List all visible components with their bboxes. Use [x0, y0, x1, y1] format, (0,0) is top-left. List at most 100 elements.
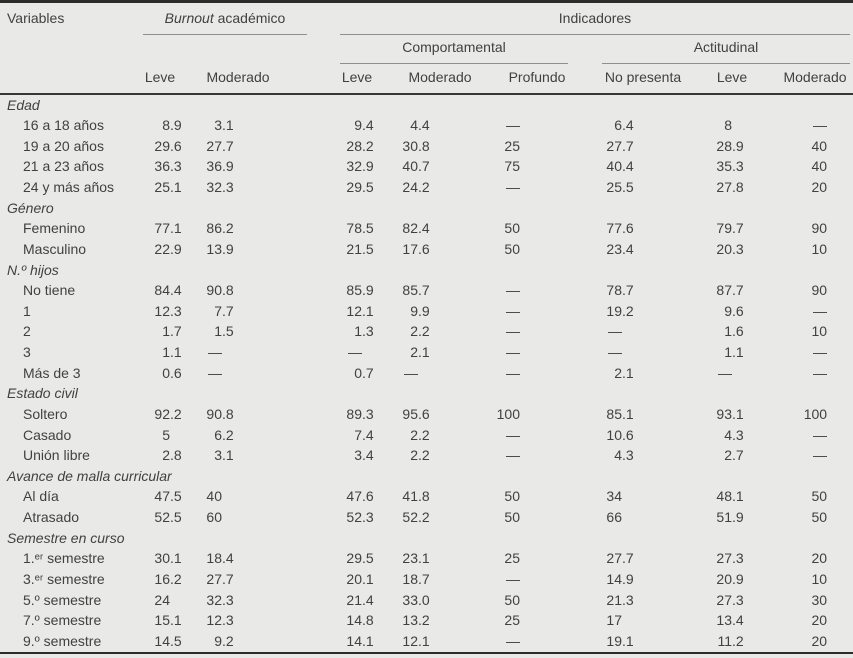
value-cell: 17: [606, 612, 622, 629]
value-cell: 0.7: [354, 364, 374, 381]
value-cell: —: [813, 302, 828, 319]
table-row: Masculino 22.9 13.9 21.5 17.6 50 23.4 20.3 10: [0, 239, 853, 260]
value-cell: —: [506, 447, 520, 464]
value-cell: 1.6: [724, 323, 744, 340]
value-cell: 20: [811, 612, 828, 629]
section-label: Género: [7, 199, 54, 216]
value-cell: 27.3: [716, 591, 744, 608]
comportamental-underline: [340, 62, 568, 64]
value-cell: 2.7: [724, 447, 744, 464]
header-separator-line: [0, 92, 853, 95]
value-cell: —: [348, 344, 362, 360]
value-cell: 10: [811, 323, 828, 340]
value-cell: 2.2: [410, 323, 430, 340]
table-row: Atrasado 52.5 60 52.3 52.2 50 66 51.9 50: [0, 507, 853, 528]
value-cell: 32.3: [206, 179, 234, 195]
value-cell: 6.2: [214, 426, 234, 443]
value-cell: 100: [496, 405, 520, 422]
value-cell: 32.3: [206, 591, 234, 608]
value-cell: 60: [206, 509, 222, 525]
value-cell: —: [813, 364, 828, 381]
row-label: Femenino: [23, 220, 86, 237]
value-cell: 95.6: [402, 405, 430, 422]
row-label: 21 a 23 años: [23, 158, 104, 175]
value-cell: —: [813, 426, 828, 443]
value-cell: 25: [504, 550, 520, 567]
value-cell: 16.2: [154, 570, 182, 587]
column-header-comportamental-profundo: Profundo: [508, 68, 566, 85]
section-label: Estado civil: [7, 385, 78, 402]
value-cell: 14.5: [154, 632, 182, 649]
value-cell: 20: [811, 550, 828, 567]
value-cell: 10: [811, 570, 828, 587]
value-cell: 8: [724, 117, 732, 134]
value-cell: 2.8: [162, 447, 182, 464]
value-cell: 27.7: [206, 570, 234, 587]
table-row: Al día 47.5 40 47.6 41.8 50 34 48.1 50: [0, 486, 853, 507]
table-row: Casado 5 6.2 7.4 2.2 — 10.6 4.3 —: [0, 425, 853, 446]
table-header: Variables Burnout académico Indicadores …: [0, 3, 853, 93]
value-cell: 75: [504, 158, 520, 175]
row-label: 9.º semestre: [23, 632, 102, 649]
value-cell: 22.9: [154, 240, 182, 257]
value-cell: 18.4: [206, 550, 234, 567]
variables-column-header: Variables: [7, 9, 65, 26]
value-cell: 7.4: [354, 426, 374, 443]
row-label: Atrasado: [23, 509, 80, 525]
value-cell: 27.7: [606, 137, 634, 154]
column-header-actitudinal-leve: Leve: [716, 68, 748, 85]
value-cell: 50: [504, 240, 520, 257]
value-cell: 90.8: [206, 405, 234, 422]
row-label: 1: [23, 302, 31, 319]
table-row: Más de 3 0.6 — 0.7 — — 2.1 — —: [0, 363, 853, 384]
column-header-actitudinal-moderado: Moderado: [783, 68, 847, 85]
value-cell: 13.4: [716, 612, 744, 629]
comportamental-subgroup-header: Comportamental: [402, 38, 506, 55]
value-cell: 12.3: [154, 302, 182, 319]
value-cell: 20.9: [716, 570, 744, 587]
value-cell: —: [506, 632, 520, 649]
value-cell: 84.4: [154, 282, 182, 299]
value-cell: —: [813, 117, 828, 134]
row-label: 1.ᵉʳ semestre: [23, 550, 105, 567]
section-label: N.º hijos: [7, 261, 59, 278]
row-label: 24 y más años: [23, 179, 115, 195]
value-cell: 19.1: [606, 632, 634, 649]
value-cell: 2.1: [410, 344, 430, 360]
value-cell: 27.8: [716, 179, 744, 195]
value-cell: 1.1: [162, 344, 182, 360]
value-cell: —: [718, 364, 732, 381]
value-cell: 50: [504, 220, 520, 237]
value-cell: 50: [504, 591, 520, 608]
row-label: 3.ᵉʳ semestre: [23, 570, 105, 587]
value-cell: 47.5: [154, 488, 182, 505]
value-cell: 77.6: [606, 220, 634, 237]
value-cell: 23.1: [402, 550, 430, 567]
burnout-underline: [143, 33, 307, 35]
value-cell: 2.1: [614, 364, 634, 381]
value-cell: 12.1: [402, 632, 430, 649]
value-cell: 12.3: [206, 612, 234, 629]
value-cell: 30.8: [402, 137, 430, 154]
section-label: Avance de malla curricular: [7, 467, 172, 484]
value-cell: 13.9: [206, 240, 234, 257]
value-cell: 52.3: [346, 509, 374, 525]
row-label: 16 a 18 años: [23, 117, 104, 134]
value-cell: 2.2: [410, 426, 430, 443]
value-cell: 3.1: [214, 117, 234, 134]
value-cell: —: [506, 426, 520, 443]
indicadores-underline: [340, 33, 850, 35]
value-cell: 20: [811, 179, 828, 195]
value-cell: 89.3: [346, 405, 374, 422]
table-row: 2 1.7 1.5 1.3 2.2 — — 1.6 10: [0, 321, 853, 342]
value-cell: —: [608, 344, 622, 360]
row-label: 3: [23, 344, 31, 360]
value-cell: 40.4: [606, 158, 634, 175]
value-cell: 19.2: [606, 302, 634, 319]
value-cell: 9.4: [354, 117, 374, 134]
value-cell: 35.3: [716, 158, 744, 175]
value-cell: 20.3: [716, 240, 744, 257]
value-cell: 1.7: [162, 323, 182, 340]
value-cell: 51.9: [716, 509, 744, 525]
